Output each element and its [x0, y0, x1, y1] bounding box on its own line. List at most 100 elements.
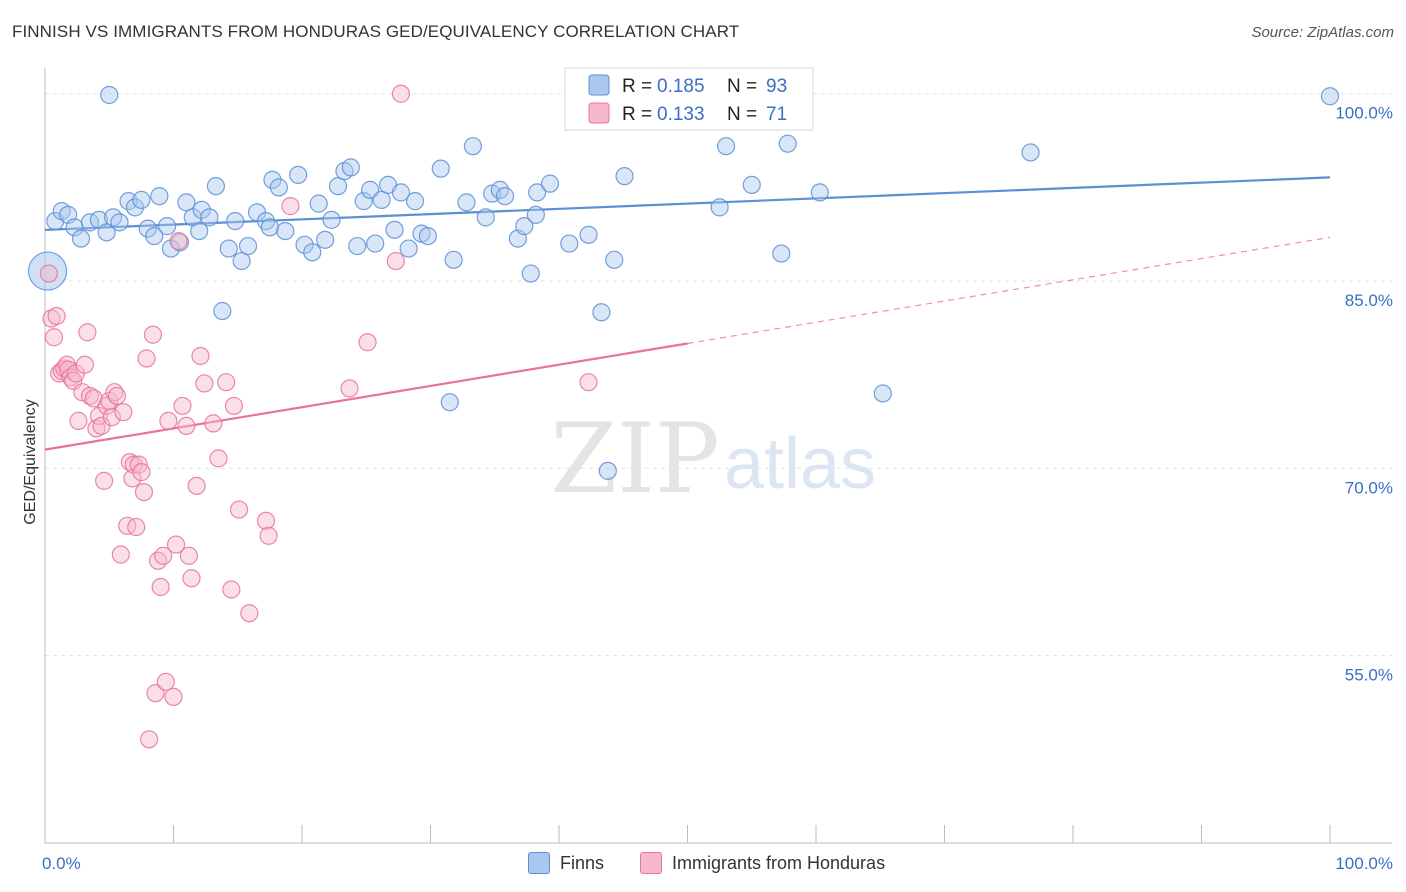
honduras-point [151, 577, 170, 597]
honduras-point [127, 517, 146, 537]
finns-r-value: 0.185 [657, 76, 705, 97]
finns-point [263, 170, 282, 189]
honduras-point [78, 323, 97, 342]
finns-point [190, 221, 209, 241]
finns-point [716, 137, 736, 156]
finns-point [348, 236, 367, 256]
finns-point [444, 250, 463, 269]
finns-point [710, 198, 729, 217]
honduras-point [114, 403, 133, 422]
finns-point [579, 225, 598, 244]
finns-point [295, 235, 314, 254]
finns-point [463, 137, 483, 156]
honduras-point [132, 463, 151, 482]
finns-point [418, 226, 438, 246]
finns-point [27, 251, 68, 291]
honduras-point [137, 349, 156, 368]
finns-point [100, 85, 119, 105]
honduras-point [358, 333, 377, 352]
honduras-point [47, 306, 66, 326]
honduras-point [229, 500, 249, 519]
finns-point [200, 208, 219, 227]
finns-point [366, 234, 385, 253]
honduras-point [173, 396, 192, 416]
y-tick-label: 70.0% [1345, 478, 1393, 497]
finns-point [742, 175, 761, 194]
honduras-point [256, 511, 276, 530]
finns-point [170, 233, 190, 252]
finns-point [269, 178, 288, 197]
finns-point [132, 190, 151, 209]
honduras-point [182, 569, 201, 588]
honduras-point [111, 545, 130, 564]
finns-point [495, 187, 515, 206]
finns-point [226, 212, 245, 231]
honduras-r-value: 0.133 [657, 104, 705, 125]
honduras-n-value: 71 [766, 104, 787, 125]
honduras-point [148, 551, 168, 570]
honduras-point [217, 373, 236, 392]
honduras-swatch [588, 102, 610, 124]
legend-swatch-honduras [640, 852, 662, 874]
honduras-point [134, 482, 154, 502]
honduras-n-label: N = [727, 104, 757, 125]
honduras-point [139, 730, 159, 749]
honduras-point [195, 374, 214, 393]
source-credit: Source: ZipAtlas.com [1251, 24, 1394, 41]
finns-point [145, 226, 164, 246]
honduras-point [146, 684, 165, 703]
honduras-trend-extension [687, 236, 1331, 345]
finns-point [515, 217, 534, 236]
finns-point [232, 251, 251, 271]
finns-point [341, 158, 360, 177]
finns-point [399, 239, 418, 258]
x-tick-label: 0.0% [42, 854, 81, 873]
honduras-point [240, 604, 259, 623]
finns-point [276, 221, 295, 241]
finns-point [526, 205, 545, 224]
finns-point [303, 243, 322, 262]
honduras-point [340, 379, 359, 398]
honduras-point [391, 84, 411, 103]
legend-swatch-finns [528, 852, 550, 874]
finns-point [391, 183, 411, 202]
legend-label-finns: Finns [560, 852, 605, 873]
finns-point [615, 167, 634, 186]
finns-point [431, 159, 450, 178]
honduras-point [164, 687, 183, 706]
finns-point [125, 198, 145, 217]
finns-point [138, 219, 157, 238]
series-legend: Finns Immigrants from Honduras [0, 852, 1406, 878]
finns-point [192, 200, 211, 219]
honduras-r-label: R = [622, 104, 652, 125]
honduras-point [95, 471, 114, 490]
honduras-point [39, 264, 58, 283]
honduras-point [129, 455, 148, 474]
finns-point [316, 230, 335, 249]
finns-point [97, 223, 116, 242]
watermark-atlas: atlas [724, 424, 876, 504]
honduras-point [159, 411, 178, 431]
honduras-trend-line [44, 342, 688, 451]
finns-point [361, 180, 380, 199]
honduras-point [44, 328, 64, 347]
legend-label-honduras: Immigrants from Honduras [672, 852, 886, 873]
honduras-point [281, 197, 300, 216]
finns-point [219, 239, 238, 258]
y-tick-label: 100.0% [1335, 104, 1393, 123]
legend-item-honduras: Immigrants from Honduras [640, 852, 885, 874]
grid-lines [45, 93, 1392, 657]
finns-point [177, 193, 196, 212]
finns-point [521, 264, 540, 283]
legend-item-finns: Finns [528, 852, 604, 874]
finns-swatch [588, 74, 610, 96]
honduras-point [179, 546, 199, 565]
finns-point [150, 187, 169, 206]
finns-point [560, 234, 579, 253]
honduras-point [143, 325, 163, 344]
honduras-point [204, 414, 223, 433]
x-tick-label: 100.0% [1335, 854, 1393, 873]
watermark-zip: ZIP [550, 403, 719, 515]
finns-point [328, 177, 348, 196]
